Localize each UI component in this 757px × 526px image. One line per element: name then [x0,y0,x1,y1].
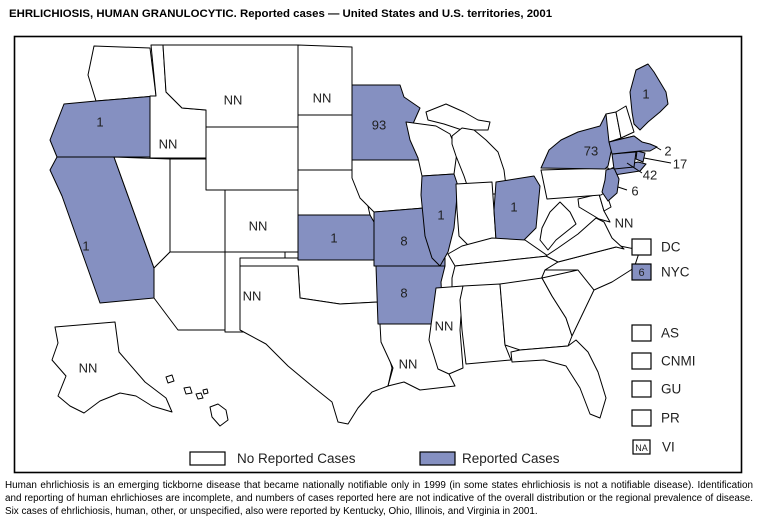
territory-label-as: AS [661,326,679,341]
state-label-illinois: 1 [437,208,444,223]
state-label-kansas: 1 [330,231,337,246]
state-michigan [425,103,491,131]
state-label-mississippi: NN [435,319,454,334]
legend-swatch-no-reported-cases [189,451,226,466]
state-hawaii [209,403,229,427]
state-massachusetts [608,135,658,155]
leader-lines [617,146,672,191]
territory-box-vi [632,439,651,455]
state-label-massachusetts: 2 [664,144,671,159]
state-wyoming [205,126,299,191]
territory-box-as [631,324,652,342]
state-texas [239,265,393,425]
state-labels-layer: 1 1 NN NN NN NN NN 1 93 8 8 NN 1 1 NN NN 73 6 42 172 1 NN [79,87,688,376]
state-label-louisiana: NN [399,357,418,372]
state-hawaii [165,374,175,384]
state-virginia [545,217,625,263]
leader-line-massachusetts [655,146,662,151]
state-label-idaho: NN [159,137,178,152]
territory-label-nyc: NYC [661,265,690,280]
state-label-missouri: 8 [400,234,407,249]
state-label-new-jersey: 6 [631,184,638,199]
state-label-oregon: 1 [96,115,103,130]
state-west-virginia [539,201,577,251]
territory-label-cnmi: CNMI [661,354,696,369]
state-south-dakota [297,114,353,171]
state-label-colorado: NN [249,219,268,234]
state-hawaii [202,388,209,395]
state-illinois [420,173,459,267]
leader-line-rhode-island [643,157,672,164]
territory-box-cnmi [631,352,652,370]
state-label-ohio: 1 [510,200,517,215]
territory-box-nyc [631,263,652,281]
territory-label-vi: VI [662,440,675,455]
state-hawaii [183,386,193,395]
state-label-arkansas: 8 [400,286,407,301]
legend-label-reported-cases: Reported Cases [462,451,560,466]
state-label-montana: NN [224,93,243,108]
territory-boxes-layer: DC 6 NYC AS CNMI GU PR NA VI [631,238,696,455]
state-label-new-mexico: NN [243,289,262,304]
state-new-jersey [601,167,620,202]
territory-label-dc: DC [661,240,681,255]
state-washington [87,45,157,102]
state-label-california: 1 [82,239,89,254]
state-label-alaska: NN [79,361,98,376]
territory-box-pr [631,409,652,427]
state-alaska [51,321,173,414]
state-maine [629,63,669,131]
figure-footnote: Human ehrlichiosis is an emerging tickbo… [5,480,753,517]
territory-box-dc [631,238,652,256]
map-legend: No Reported Cases Reported Cases [189,451,560,466]
legend-label-no-reported-cases: No Reported Cases [237,451,356,466]
state-hawaii [195,392,204,400]
leader-line-connecticut [626,162,643,174]
state-label-rhode-island: 17 [673,157,687,172]
territory-label-gu: GU [661,382,681,397]
state-label-new-york: 73 [584,144,598,159]
state-label-maine: 1 [642,87,649,102]
legend-swatch-reported-cases [419,451,456,466]
figure-title: EHRLICHIOSIS, HUMAN GRANULOCYTIC. Report… [9,8,553,20]
leader-line-new-jersey [617,186,628,191]
state-florida [510,339,607,419]
state-new-hampshire [615,105,635,139]
territory-label-pr: PR [661,411,680,426]
state-label-minnesota: 93 [372,118,386,133]
state-label-maryland: NN [615,216,634,231]
states-layer [49,44,669,427]
state-label-north-dakota: NN [313,91,332,106]
territory-box-gu [631,380,652,398]
territory-value-nyc: 6 [638,267,644,279]
state-label-connecticut: 42 [643,168,657,183]
territory-value-vi: NA [635,443,648,453]
state-rhode-island [635,150,646,163]
